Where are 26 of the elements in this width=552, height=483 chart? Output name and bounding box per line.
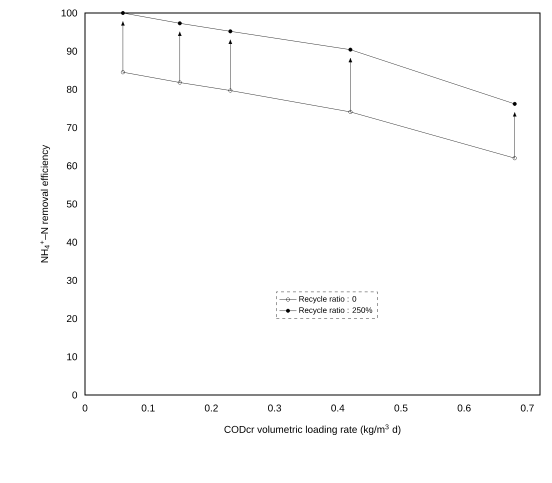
point xyxy=(512,102,517,106)
y-tick-label: 20 xyxy=(66,315,78,322)
y-tick-label: 80 xyxy=(66,86,78,93)
x-axis-title: CODcr volumetric loading rate (kg/m$^{3}$ d) xyxy=(224,424,400,435)
y-tick-label: 90 xyxy=(66,48,78,55)
point xyxy=(178,21,182,26)
x-tick-label: 0.4 xyxy=(331,404,344,412)
y-tick-label: 70 xyxy=(66,124,78,132)
y-tick-label: 40 xyxy=(66,238,78,246)
point xyxy=(120,11,125,15)
x-tick-label: 0.1 xyxy=(142,404,155,412)
x-tick-label: 0.5 xyxy=(394,404,408,412)
x-tick-label: 0.6 xyxy=(458,404,471,412)
x-tick-label: 0.2 xyxy=(204,404,218,412)
point xyxy=(348,48,352,52)
x-tick-label: 0.3 xyxy=(268,404,282,412)
x-tick-label: 0 xyxy=(82,404,88,412)
y-tick-label: 30 xyxy=(66,276,78,284)
y-tick-label: 60 xyxy=(66,162,78,170)
y-tick-label: 10 xyxy=(67,353,78,360)
y-tick-label: 100 xyxy=(62,9,78,17)
y-tick-label: 0 xyxy=(72,391,78,399)
y-axis-title: NH$_{4}$$^{+}$–N removal efficiency xyxy=(40,144,50,262)
y-tick-label: 50 xyxy=(66,200,78,208)
point xyxy=(228,29,232,34)
x-tick-label: 0.7 xyxy=(520,404,534,412)
